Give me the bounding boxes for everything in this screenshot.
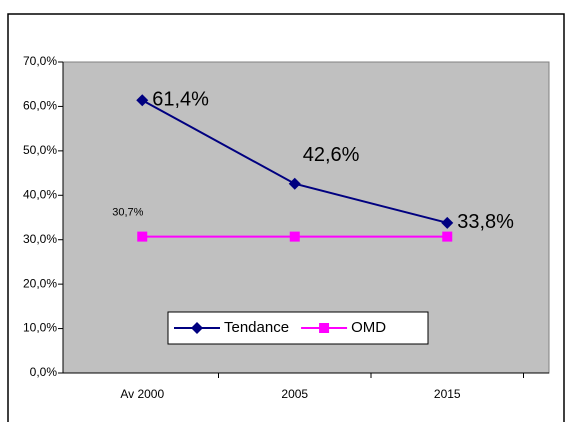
data-label: 33,8%	[457, 211, 514, 233]
marker	[288, 177, 301, 190]
x-tick-label: 2015	[434, 387, 461, 401]
y-tick-label: 70,0%	[23, 54, 57, 68]
y-tick-label: 60,0%	[23, 99, 57, 113]
marker	[441, 216, 454, 229]
y-tick-label: 0,0%	[30, 365, 58, 379]
legend-label: OMD	[351, 319, 386, 336]
data-label: 42,6%	[303, 144, 360, 166]
legend-label: Tendance	[224, 319, 289, 336]
marker	[442, 231, 453, 242]
marker	[289, 231, 300, 242]
data-label: 30,7%	[112, 207, 143, 219]
marker	[136, 94, 149, 107]
data-label: 61,4%	[152, 88, 209, 110]
y-tick-label: 40,0%	[23, 187, 57, 201]
x-tick-label: Av 2000	[120, 387, 164, 401]
y-tick-label: 30,0%	[23, 232, 57, 246]
x-tick-label: 2005	[281, 387, 308, 401]
marker	[137, 231, 148, 242]
y-tick-label: 50,0%	[23, 143, 57, 157]
y-tick-label: 20,0%	[23, 276, 57, 290]
y-tick-label: 10,0%	[23, 321, 57, 335]
marker	[319, 323, 330, 333]
marker	[191, 322, 203, 334]
